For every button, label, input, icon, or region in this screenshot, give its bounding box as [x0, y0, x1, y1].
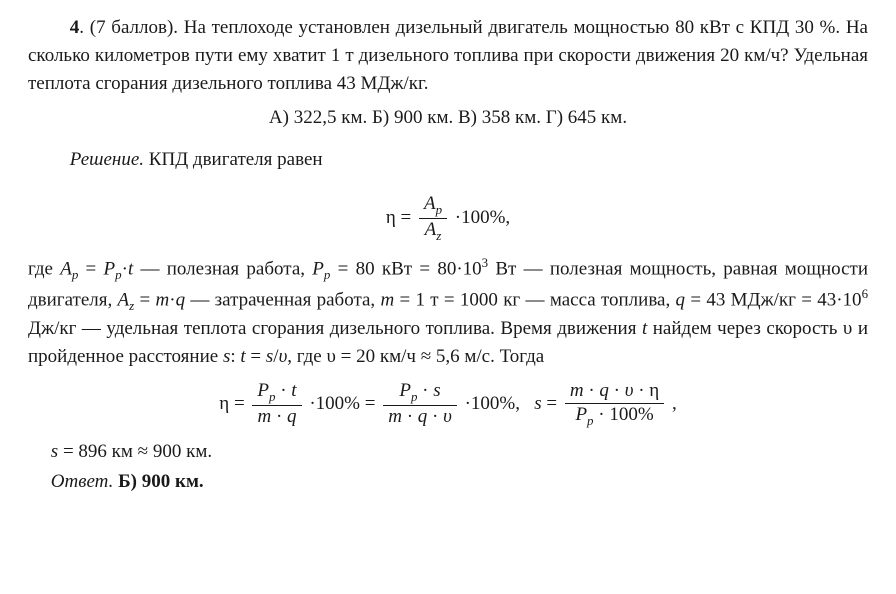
q-tail: Дж/кг — удельная теплота сгорания дизель…: [28, 318, 642, 339]
Pp2: P: [312, 258, 324, 279]
v1: υ: [279, 346, 288, 367]
q-exp: 6: [862, 286, 868, 301]
eta2: η: [219, 393, 229, 414]
answer-d: Г) 645 км.: [546, 107, 627, 128]
eta-tail: ·100%,: [455, 206, 510, 227]
tail-comma: ,: [672, 393, 677, 414]
where-prefix: где: [28, 258, 60, 279]
q2: q: [676, 289, 686, 310]
frac2: Pp · s m · q · υ: [383, 381, 457, 428]
mid1: ·100%,: [465, 393, 530, 414]
Pp-val: = 80 кВт = 80·10: [330, 258, 481, 279]
problem-dot: .: [79, 17, 89, 38]
Az: A: [118, 289, 130, 310]
eq4: =: [229, 393, 249, 414]
frac3: m · q · υ · η Pp · 100%: [565, 381, 664, 428]
problem-number: 4: [70, 17, 80, 38]
den-sub: z: [436, 227, 441, 242]
equation-eta: η = Ap Az ·100%,: [28, 194, 868, 243]
answer-a: А) 322,5 км.: [269, 107, 367, 128]
s-tail: :: [230, 346, 240, 367]
frac1: Pp · t m · q: [252, 381, 301, 428]
m1: m: [156, 289, 170, 310]
solution-label: Решение.: [70, 149, 144, 170]
num-var: A: [424, 193, 436, 214]
num-sub: p: [436, 201, 442, 216]
eq3: =: [246, 346, 266, 367]
frac-num: Ap: [419, 194, 447, 219]
answer-line: Ответ. Б) 900 км.: [51, 468, 868, 496]
solution-intro-text: КПД двигателя равен: [144, 149, 323, 170]
frac-den: Az: [419, 219, 447, 243]
definitions-paragraph: где Ap = Pp·t — полезная работа, Pp = 80…: [28, 253, 868, 372]
answer-options: А) 322,5 км. Б) 900 км. В) 358 км. Г) 64…: [28, 104, 868, 132]
frac2-num: Pp · s: [383, 381, 457, 406]
points-label: (7 баллов).: [90, 17, 178, 38]
problem-statement: 4. (7 баллов). На теплоходе установлен д…: [28, 14, 868, 98]
s3: s: [534, 393, 541, 414]
q-val: = 43 МДж/кг = 43·10: [685, 289, 862, 310]
equation-chain: η = Pp · t m · q ·100% = Pp · s m · q · …: [28, 381, 868, 428]
eq1: =: [78, 258, 103, 279]
frac2-den: m · q · υ: [383, 406, 457, 428]
Ap: A: [60, 258, 72, 279]
eq2: =: [134, 289, 155, 310]
frac1-num: Pp · t: [252, 381, 301, 406]
eq5: =: [542, 393, 562, 414]
frac3-num: m · q · υ · η: [565, 381, 664, 404]
Ap-def: — полезная работа,: [133, 258, 312, 279]
Az-def: — затраченная работа,: [185, 289, 380, 310]
m2: m: [380, 289, 394, 310]
t-formula-tail: , где υ = 20 км/ч ≈ 5,6 м/с. Тогда: [287, 346, 544, 367]
s2: s: [266, 346, 273, 367]
den-var: A: [425, 219, 437, 240]
physics-problem-page: 4. (7 баллов). На теплоходе установлен д…: [0, 0, 896, 518]
answer-value: Б) 900 км.: [113, 471, 203, 492]
answer-label: Ответ.: [51, 471, 114, 492]
answer-c: В) 358 км.: [458, 107, 541, 128]
frac3-den: Pp · 100%: [565, 404, 664, 428]
m-val: = 1 т = 1000 кг — масса топлива,: [394, 289, 675, 310]
solution-intro: Решение. КПД двигателя равен: [28, 146, 868, 174]
mid0: ·100% =: [309, 393, 380, 414]
fraction-eta: Ap Az: [419, 194, 447, 243]
q1: q: [176, 289, 186, 310]
Pp1: P: [104, 258, 116, 279]
answer-b: Б) 900 км.: [372, 107, 453, 128]
eta-symbol: η =: [386, 206, 411, 227]
frac1-den: m · q: [252, 406, 301, 428]
s-final-val: = 896 км ≈ 900 км.: [58, 441, 212, 462]
result-s: s = 896 км ≈ 900 км.: [51, 438, 868, 466]
